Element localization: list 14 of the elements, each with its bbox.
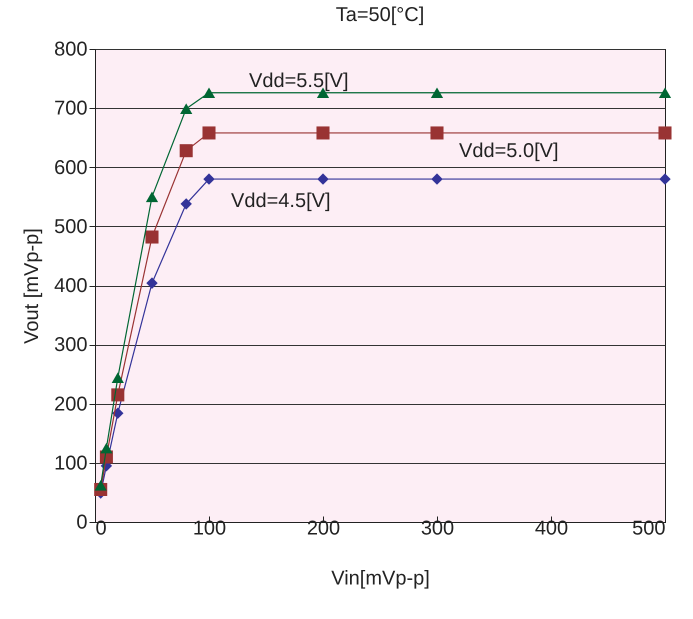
chart-title: Ta=50[°C] xyxy=(336,4,424,26)
series-label: Vdd=5.5[V] xyxy=(249,70,349,92)
y-tick-label: 200 xyxy=(54,393,88,416)
x-axis-title: Vin[mVp-p] xyxy=(331,568,430,590)
y-tick-label: 700 xyxy=(54,98,88,120)
series-label: Vdd=5.0[V] xyxy=(459,140,559,162)
y-tick-label: 600 xyxy=(54,156,88,179)
y-tick-label: 400 xyxy=(54,275,88,297)
y-tick-label: 800 xyxy=(54,38,88,60)
y-tick-label: 300 xyxy=(54,334,88,356)
series-label: Vdd=4.5[V] xyxy=(231,190,331,212)
y-tick-label: 500 xyxy=(54,216,88,238)
y-tick-label: 100 xyxy=(54,452,88,474)
y-axis-title: Vout [mVp-p] xyxy=(21,228,44,344)
